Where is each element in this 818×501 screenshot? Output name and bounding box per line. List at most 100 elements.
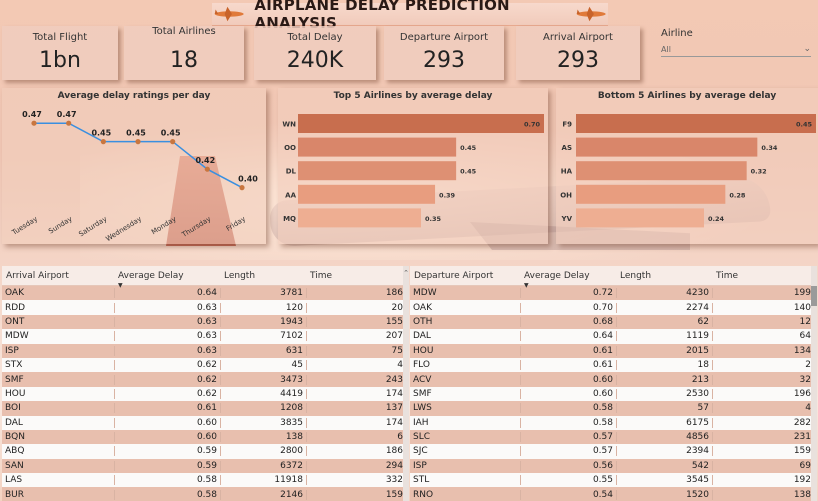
y-tick-label: OO — [284, 144, 296, 152]
table-row[interactable]: OAK 0.70 2274 140 — [410, 300, 814, 315]
kpi-card-total-delay[interactable]: Total Delay 240K — [254, 26, 376, 80]
table-row[interactable]: STX 0.62 45 4 — [2, 357, 406, 373]
line-marker — [135, 139, 141, 145]
table-cell: STL — [413, 475, 430, 486]
table-cell: OTH — [413, 316, 433, 327]
sort-descending-icon[interactable]: ▼ — [118, 281, 123, 289]
data-label: 0.47 — [22, 110, 42, 119]
table-cell: 174 — [306, 417, 406, 428]
chevron-down-icon[interactable]: ⌄ — [803, 44, 811, 54]
line-marker — [100, 139, 106, 145]
table-row[interactable]: BUR 0.58 2146 159 — [2, 487, 406, 501]
table-cell: 20 — [306, 302, 406, 313]
sort-descending-icon[interactable]: ▼ — [524, 281, 529, 289]
y-tick-label: AA — [285, 191, 296, 199]
kpi-label: Total Delay — [287, 32, 343, 43]
y-tick-label: AS — [562, 144, 572, 152]
table-row[interactable]: ONT 0.63 1943 155 — [2, 314, 406, 330]
x-tick-label: Friday — [225, 215, 247, 233]
kpi-label: Arrival Airport — [543, 32, 613, 43]
table-row[interactable]: MDW 0.72 4230 199 — [410, 286, 814, 301]
table-row[interactable]: RNO 0.54 1520 138 — [410, 487, 814, 501]
airline-dropdown[interactable]: All ⌄ — [661, 42, 811, 57]
table-cell: SLC — [413, 432, 431, 443]
data-label: 0.47 — [57, 110, 77, 119]
bar — [298, 137, 457, 157]
x-tick-label: Monday — [150, 215, 178, 236]
data-label: 0.45 — [91, 129, 111, 138]
line-marker — [66, 120, 72, 126]
table-cell: 1119 — [616, 331, 712, 342]
scroll-up-icon[interactable]: ⌃ — [403, 269, 409, 277]
table-row[interactable]: SMF 0.60 2530 196 — [410, 386, 814, 402]
table-row[interactable]: OTH 0.68 62 12 — [410, 314, 814, 330]
table-row[interactable]: RDD 0.63 120 20 — [2, 300, 406, 315]
kpi-card-arrival-airport[interactable]: Arrival Airport 293 — [516, 26, 640, 80]
column-header[interactable]: Time — [716, 270, 739, 281]
table-cell: 0.62 — [114, 388, 220, 399]
table-cell: FLO — [413, 360, 430, 371]
column-header[interactable]: Length — [224, 270, 256, 281]
table-row[interactable]: LAS 0.58 11918 332 — [2, 473, 406, 488]
table-row[interactable]: SAN 0.59 6372 294 — [2, 458, 406, 474]
table-row[interactable]: ISP 0.56 542 69 — [410, 458, 814, 474]
table-cell: 45 — [220, 360, 306, 371]
kpi-card-departure-airport[interactable]: Departure Airport 293 — [384, 26, 504, 80]
bottom5-bar-chart: F9 0.45 AS 0.34 HA 0.32 OH 0.28 YV 0.24 — [560, 114, 816, 228]
column-header[interactable]: Length — [620, 270, 652, 281]
table-row[interactable]: SJC 0.57 2394 159 — [410, 444, 814, 459]
departure-table-scrollbar[interactable] — [811, 266, 817, 501]
table-row[interactable]: HOU 0.61 2015 134 — [410, 343, 814, 358]
table-row[interactable]: OAK 0.64 3781 186 — [2, 286, 406, 301]
line-chart: 0.47 Tuesday 0.47 Sunday 0.45 Saturday 0.45 Wed… — [10, 110, 258, 243]
table-cell: 174 — [306, 388, 406, 399]
kpi-card-total-flight[interactable]: Total Flight 1bn — [2, 26, 118, 80]
table-cell: 0.64 — [114, 288, 220, 299]
table-row[interactable]: DAL 0.64 1119 64 — [410, 329, 814, 344]
kpi-card-total-airlines[interactable]: Total Airlines 18 — [124, 26, 244, 80]
bottom5-chart-panel: Bottom 5 Airlines by average delay F9 0.4… — [556, 88, 818, 244]
bar — [298, 161, 457, 181]
table-row[interactable]: BQN 0.60 138 6 — [2, 429, 406, 445]
table-row[interactable]: SMF 0.62 3473 243 — [2, 372, 406, 387]
table-cell: 213 — [616, 374, 712, 385]
table-cell: 0.70 — [520, 302, 616, 313]
data-label: 0.42 — [195, 156, 215, 165]
table-row[interactable]: ABQ 0.59 2800 186 — [2, 444, 406, 459]
table-row[interactable]: ACV 0.60 213 32 — [410, 372, 814, 387]
table-cell: 4 — [712, 403, 814, 414]
table-row[interactable]: FLO 0.61 18 2 — [410, 357, 814, 373]
table-cell: 2146 — [220, 489, 306, 500]
column-header[interactable]: Departure Airport — [414, 270, 494, 281]
table-cell: 0.55 — [520, 475, 616, 486]
table-row[interactable]: STL 0.55 3545 192 — [410, 473, 814, 488]
table-row[interactable]: HOU 0.62 4419 174 — [2, 386, 406, 402]
table-cell: SMF — [413, 388, 432, 399]
table-row[interactable]: SLC 0.57 4856 231 — [410, 429, 814, 445]
column-header[interactable]: Time — [310, 270, 333, 281]
column-header[interactable]: Average Delay ▼ — [520, 270, 616, 289]
column-header[interactable]: Arrival Airport — [6, 270, 69, 281]
column-header[interactable]: Average Delay ▼ — [114, 271, 220, 289]
table-header: Departure Airport Average Delay ▼ Length… — [410, 266, 814, 289]
data-label: 0.45 — [126, 129, 146, 138]
kpi-value: 1bn — [39, 48, 81, 73]
table-cell: 0.72 — [520, 288, 616, 299]
table-cell: 282 — [712, 417, 814, 428]
table-cell: 0.61 — [520, 360, 616, 371]
table-row[interactable]: BOI 0.61 1208 137 — [2, 401, 406, 416]
table-cell: 3545 — [616, 475, 712, 486]
table-row[interactable]: MDW 0.63 7102 207 — [2, 329, 406, 344]
bar — [576, 137, 758, 157]
arrival-table-scrollbar[interactable]: ⌃ — [403, 266, 409, 501]
table-cell: 140 — [712, 302, 814, 313]
table-row[interactable]: IAH 0.58 6175 282 — [410, 415, 814, 430]
table-row[interactable]: DAL 0.60 3835 174 — [2, 415, 406, 430]
table-row[interactable]: ISP 0.63 631 75 — [2, 343, 406, 358]
column-header-label: Average Delay — [524, 270, 590, 281]
table-cell: STX — [5, 360, 23, 371]
table-cell: 11918 — [220, 475, 306, 486]
kpi-value: 18 — [170, 48, 198, 73]
scrollbar-thumb[interactable] — [811, 286, 817, 306]
table-row[interactable]: LWS 0.58 57 4 — [410, 401, 814, 416]
